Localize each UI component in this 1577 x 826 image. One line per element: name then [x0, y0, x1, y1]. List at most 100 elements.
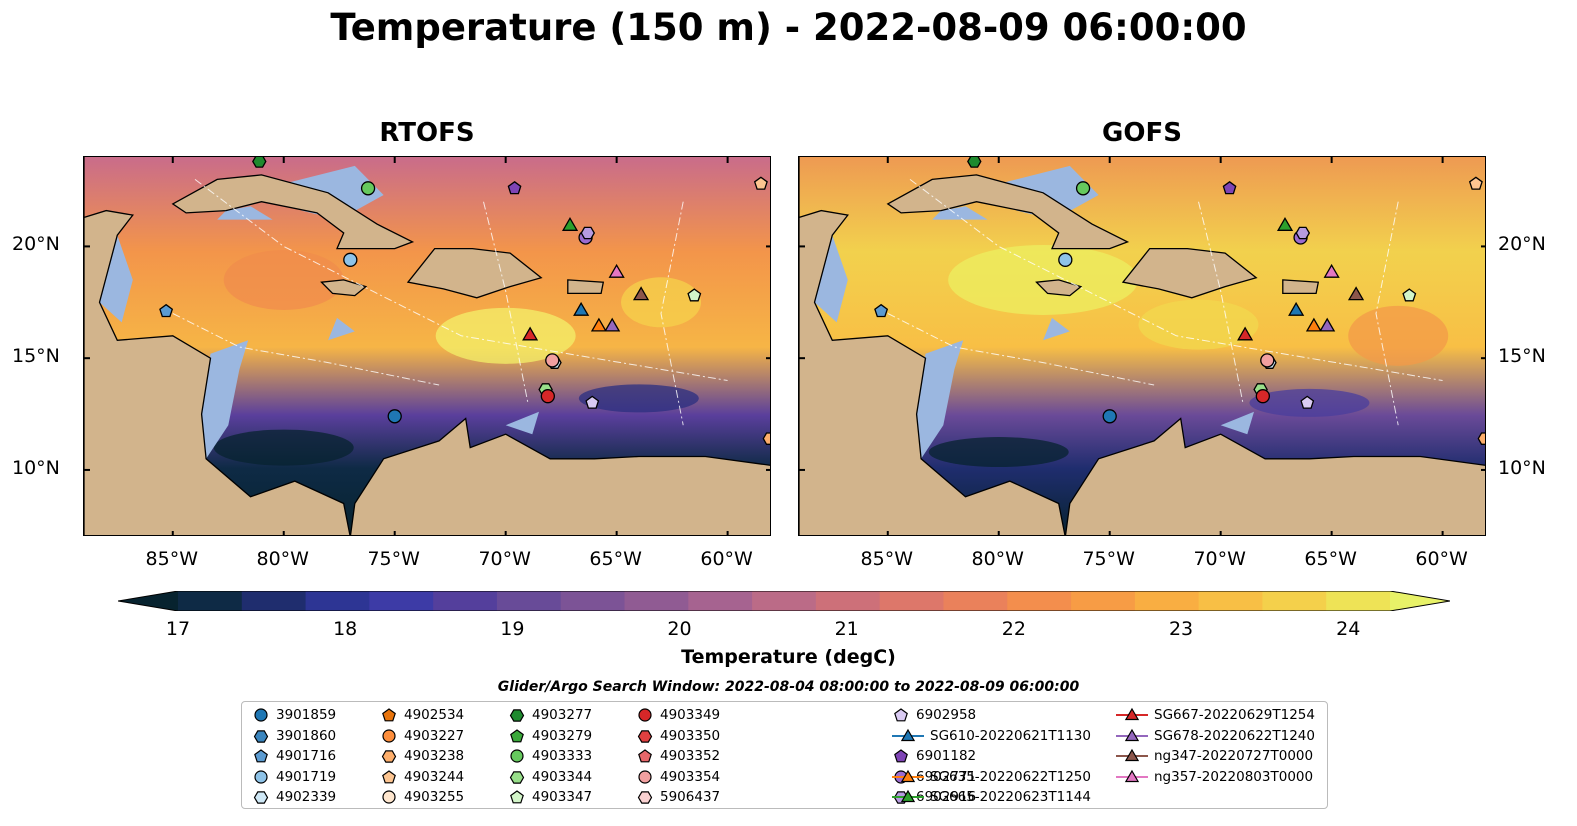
observation-4903333[interactable]: [360, 181, 376, 196]
legend-item: 4903255: [380, 787, 464, 807]
observation-SG635-20220622T1250[interactable]: [590, 317, 607, 332]
legend-item: 4903227: [380, 726, 464, 746]
legend-marker-icon: [637, 729, 653, 743]
observation-SG665-20220623T1144[interactable]: [561, 217, 579, 231]
legend-item-label: 4903347: [532, 789, 593, 805]
observation-SG678-20220622T1240[interactable]: [1319, 317, 1336, 332]
legend-item: 4901719: [252, 767, 336, 787]
lat-tick-label-right: 10°N: [1498, 456, 1546, 479]
legend-marker-icon: [382, 728, 396, 743]
legend-item-label: 6902916: [916, 789, 977, 805]
observation-4903277[interactable]: [252, 157, 267, 168]
legend-marker-icon: [892, 789, 924, 803]
lon-tick-label: 80°W: [971, 548, 1024, 570]
observation-4903333[interactable]: [1075, 181, 1091, 196]
observation-SG665-20220623T1144[interactable]: [1276, 217, 1294, 231]
observation-4903354[interactable]: [1260, 353, 1275, 368]
legend-item-label: 4903333: [532, 748, 593, 764]
lat-tick-label-left: 10°N: [12, 456, 60, 479]
observation-4901719[interactable]: [343, 252, 358, 267]
legend-item: 6901182: [892, 746, 976, 766]
legend-item: 4903279: [508, 726, 592, 746]
observation-4901716[interactable]: [874, 303, 889, 318]
observation-3901859[interactable]: [387, 409, 402, 424]
map-canvas: [84, 157, 771, 535]
panel-title-gofs: GOFS: [1102, 118, 1182, 148]
observation-4903349[interactable]: [540, 389, 555, 404]
lon-tick-label: 65°W: [1304, 548, 1357, 570]
observation-6902958[interactable]: [585, 395, 600, 409]
lon-tick-label: 65°W: [589, 548, 642, 570]
legend-item-label: 4903238: [404, 748, 465, 764]
observation-4903244[interactable]: [753, 176, 768, 190]
observation-6902916[interactable]: [580, 226, 596, 240]
observation-4903347[interactable]: [687, 288, 702, 302]
observation-4903354[interactable]: [545, 353, 560, 368]
legend-item-label: 5906437: [660, 789, 721, 805]
observation-4901716[interactable]: [159, 303, 174, 318]
legend-item-label: 4903344: [532, 768, 593, 785]
map-panel-gofs[interactable]: [798, 156, 1486, 536]
colorbar-tick-label: 21: [834, 618, 859, 640]
lat-tick-label-right: 15°N: [1498, 345, 1546, 368]
observation-ng347-20220727T0000[interactable]: [632, 286, 650, 301]
observation-3901859[interactable]: [1102, 409, 1117, 424]
observation-4903238[interactable]: [762, 432, 771, 445]
observation-SG678-20220622T1240[interactable]: [604, 317, 621, 332]
lon-tick-label: 80°W: [256, 548, 309, 570]
observation-6901182[interactable]: [507, 180, 522, 195]
legend-item: 4903333: [508, 746, 592, 766]
legend-marker-icon: [638, 769, 652, 784]
legend-marker-icon: [253, 791, 269, 804]
lon-tick-label: 60°W: [1415, 548, 1468, 570]
legend-item: 3901860: [252, 726, 336, 746]
colorbar-tick-label: 19: [500, 618, 525, 640]
observation-4903244[interactable]: [1468, 176, 1483, 190]
legend-item: 4902534: [380, 705, 464, 725]
legend-item-label: 6902771: [916, 768, 977, 785]
legend-marker-icon: [254, 749, 268, 763]
legend-item-label: 4901716: [276, 748, 337, 764]
observation-SG635-20220622T1250[interactable]: [1305, 317, 1322, 332]
legend-marker-icon: [254, 708, 268, 722]
observation-SG667-20220629T1254[interactable]: [1237, 326, 1254, 341]
legend-item-label: SG635-20220622T1250: [930, 768, 1091, 785]
legend-marker-icon: [1116, 728, 1148, 741]
observation-4903349[interactable]: [1255, 389, 1270, 404]
observation-SG610-20220621T1130[interactable]: [573, 301, 590, 316]
observation-ng357-20220803T0000[interactable]: [608, 263, 625, 278]
legend-item: 6902958: [892, 705, 976, 725]
observation-ng347-20220727T0000[interactable]: [1347, 286, 1365, 301]
legend-item-label: 4903279: [532, 727, 593, 744]
observation-4901719[interactable]: [1058, 252, 1073, 267]
observation-6901182[interactable]: [1222, 180, 1237, 195]
legend-marker-icon: [382, 790, 396, 804]
legend-marker-icon: [253, 729, 269, 743]
observation-6902916[interactable]: [1295, 226, 1311, 240]
observation-6902958[interactable]: [1300, 395, 1315, 409]
observation-4903238[interactable]: [1477, 432, 1486, 445]
lon-tick-label: 70°W: [1193, 548, 1246, 570]
legend-item-label: 4903352: [660, 748, 721, 764]
colorbar-tick-label: 22: [1001, 618, 1026, 640]
observation-SG610-20220621T1130[interactable]: [1288, 301, 1305, 316]
legend-marker-icon: [1116, 748, 1148, 762]
legend-marker-icon: [1116, 707, 1148, 721]
lon-tick-label: 75°W: [367, 548, 420, 570]
map-panel-rtofs[interactable]: [83, 156, 771, 536]
colorbar-tick-label: 18: [333, 618, 358, 640]
observation-SG667-20220629T1254[interactable]: [522, 326, 539, 341]
legend-item-label: 3901860: [276, 727, 337, 744]
legend-item-label: 4903227: [404, 727, 465, 744]
legend-marker-icon: [382, 769, 396, 783]
lat-tick-label-right: 20°N: [1498, 233, 1546, 256]
legend-marker-icon: [381, 750, 397, 763]
legend-item: ng357-20220803T0000: [1116, 767, 1313, 787]
observation-4903347[interactable]: [1402, 288, 1417, 302]
observation-4903277[interactable]: [967, 157, 982, 168]
lon-tick-label: 85°W: [860, 548, 913, 570]
legend-item: 5906437: [636, 787, 720, 807]
observation-ng357-20220803T0000[interactable]: [1323, 263, 1340, 278]
legend-item: 4903238: [380, 746, 464, 766]
legend-item: 3901859: [252, 705, 336, 725]
